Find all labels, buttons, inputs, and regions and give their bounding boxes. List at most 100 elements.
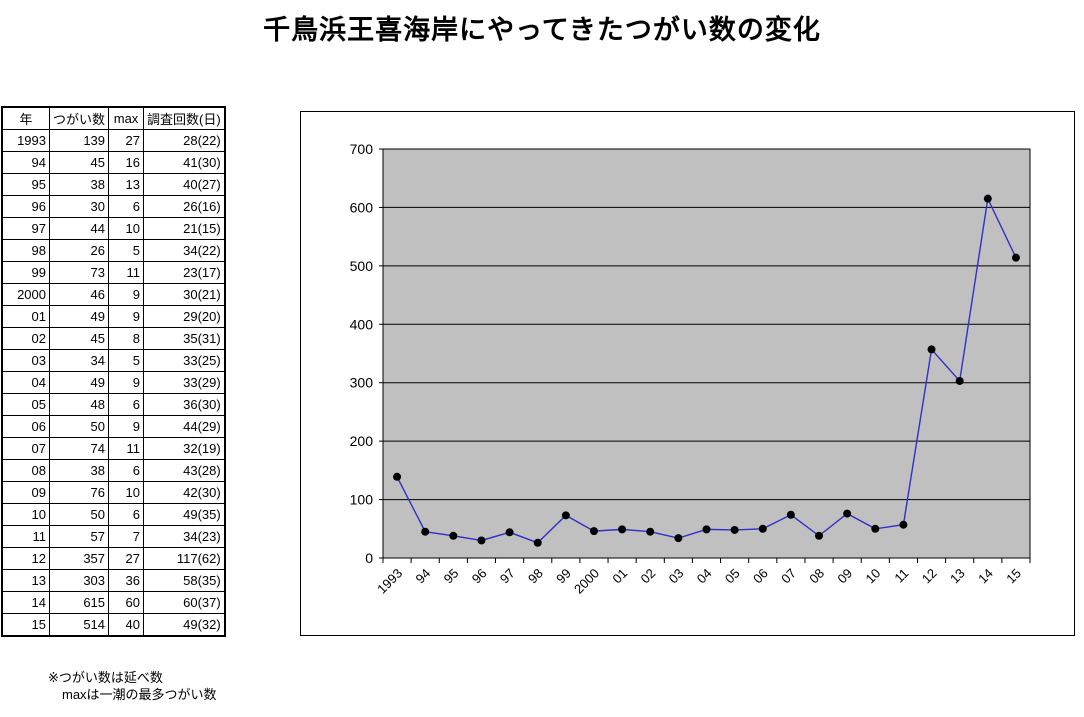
x-axis-label: 96 [469, 566, 490, 587]
table-cell: 57 [48, 525, 110, 548]
table-cell: 30(21) [143, 283, 226, 306]
table-cell: 15 [1, 613, 50, 637]
table-cell: 09 [1, 481, 50, 504]
table-cell: 36 [108, 569, 145, 592]
table-cell: 1993 [1, 129, 50, 152]
data-point [702, 525, 711, 534]
footnote-line1: ※つがい数は延べ数 [48, 670, 163, 685]
table-cell: 21(15) [143, 217, 226, 240]
table-cell: 08 [1, 459, 50, 482]
x-axis-label: 13 [947, 566, 968, 587]
table-cell: 35(31) [143, 327, 226, 350]
table-row: 97 44 10 21(15) [1, 217, 226, 240]
y-axis-label: 400 [350, 316, 374, 332]
table-cell: 36(30) [143, 393, 226, 416]
col-header-2: max [108, 106, 145, 130]
data-point [730, 525, 739, 534]
table-cell: 98 [1, 239, 50, 262]
table-cell: 11 [1, 525, 50, 548]
y-axis-label: 0 [365, 550, 373, 566]
data-point [955, 376, 964, 385]
table-cell: 117(62) [143, 547, 226, 570]
footnote: ※つがい数は延べ数 maxは一潮の最多つがい数 [48, 669, 217, 703]
col-header-1: つがい数 [48, 106, 110, 130]
table-cell: 5 [108, 349, 145, 372]
table-cell: 33(25) [143, 349, 226, 372]
data-point [618, 525, 627, 534]
table-cell: 01 [1, 305, 50, 328]
table-cell: 10 [108, 217, 145, 240]
x-axis-label: 09 [834, 566, 855, 587]
table-row: 2000 46 9 30(21) [1, 283, 226, 306]
table-cell: 26 [48, 239, 110, 262]
x-axis-label: 08 [806, 566, 827, 587]
table-row: 13 303 36 58(35) [1, 569, 226, 592]
table-cell: 45 [48, 327, 110, 350]
x-axis-label: 95 [441, 566, 462, 587]
table-cell: 95 [1, 173, 50, 196]
table-cell: 16 [108, 151, 145, 174]
table-row: 07 74 11 32(19) [1, 437, 226, 460]
table-cell: 33(29) [143, 371, 226, 394]
table-cell: 23(17) [143, 261, 226, 284]
x-axis-label: 14 [975, 566, 996, 587]
table-cell: 2000 [1, 283, 50, 306]
table-cell: 357 [48, 547, 110, 570]
table-cell: 03 [1, 349, 50, 372]
table-cell: 49 [48, 305, 110, 328]
table-cell: 32(19) [143, 437, 226, 460]
table-cell: 41(30) [143, 151, 226, 174]
table-cell: 14 [1, 591, 50, 614]
table-cell: 13 [1, 569, 50, 592]
table-cell: 5 [108, 239, 145, 262]
table-cell: 11 [108, 437, 145, 460]
table-cell: 9 [108, 283, 145, 306]
data-point [646, 527, 655, 536]
table-cell: 50 [48, 415, 110, 438]
table-cell: 303 [48, 569, 110, 592]
table-cell: 139 [48, 129, 110, 152]
data-point [899, 520, 908, 529]
y-axis-label: 500 [350, 258, 374, 274]
table-row: 03 34 5 33(25) [1, 349, 226, 372]
table-cell: 40(27) [143, 173, 226, 196]
table-cell: 46 [48, 283, 110, 306]
data-point [983, 194, 992, 203]
table-header-row: 年つがい数 max 調査回数(日) [1, 106, 226, 130]
table-cell: 05 [1, 393, 50, 416]
data-point [815, 531, 824, 540]
data-point [477, 536, 486, 545]
table-cell: 48 [48, 393, 110, 416]
table-cell: 76 [48, 481, 110, 504]
table-cell: 9 [108, 415, 145, 438]
data-point [674, 534, 683, 543]
plot-area [382, 148, 1031, 559]
y-axis-label: 600 [350, 199, 374, 215]
x-axis-label: 01 [609, 566, 630, 587]
table-cell: 49(35) [143, 503, 226, 526]
table-row: 09 76 10 42(30) [1, 481, 226, 504]
x-axis-label: 10 [863, 566, 884, 587]
table-row: 98 26 5 34(22) [1, 239, 226, 262]
table-cell: 615 [48, 591, 110, 614]
table-cell: 30 [48, 195, 110, 218]
x-axis-label: 07 [778, 566, 799, 587]
table-cell: 06 [1, 415, 50, 438]
table-cell: 9 [108, 371, 145, 394]
pairs-data-table: 年つがい数 max 調査回数(日) 1993 139 27 28(22) 94 45 16 41(… [1, 106, 226, 637]
table-cell: 12 [1, 547, 50, 570]
table-cell: 6 [108, 459, 145, 482]
table-cell: 96 [1, 195, 50, 218]
table-row: 99 73 11 23(17) [1, 261, 226, 284]
table-cell: 9 [108, 305, 145, 328]
footnote-line2: maxは一潮の最多つがい数 [62, 687, 217, 702]
table-cell: 43(28) [143, 459, 226, 482]
table-cell: 13 [108, 173, 145, 196]
table-cell: 04 [1, 371, 50, 394]
x-axis-label: 05 [722, 566, 743, 587]
table-cell: 28(22) [143, 129, 226, 152]
table-cell: 94 [1, 151, 50, 174]
table-cell: 99 [1, 261, 50, 284]
x-axis-label: 12 [919, 566, 940, 587]
